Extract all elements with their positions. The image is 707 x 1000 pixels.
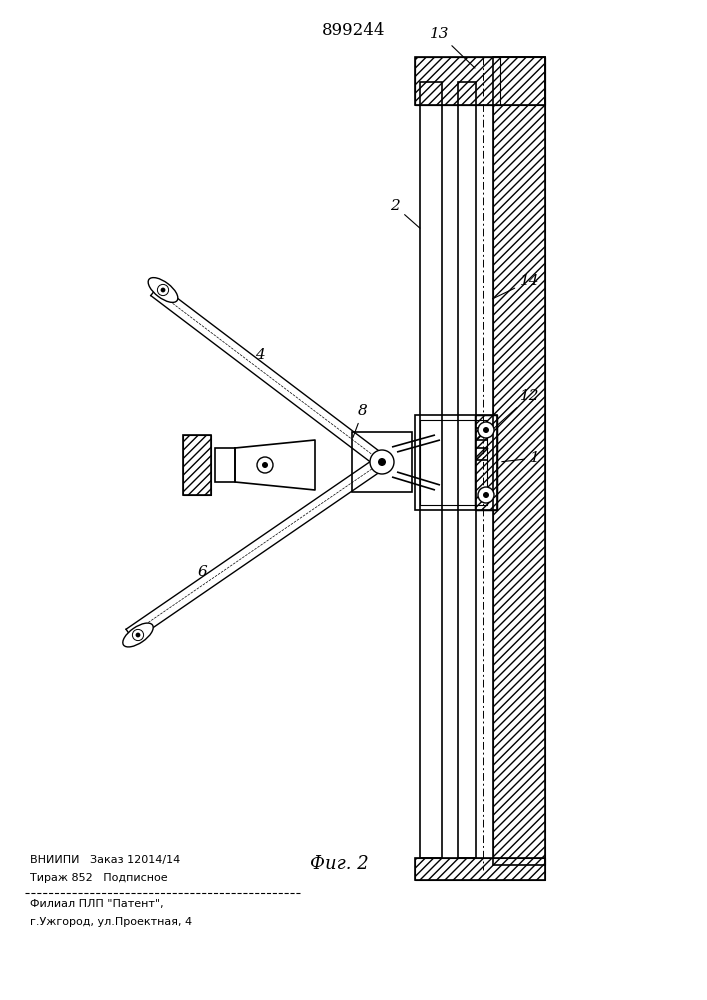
Text: 6: 6 [198,565,208,579]
Circle shape [478,422,494,438]
Ellipse shape [123,623,153,647]
Ellipse shape [148,278,178,302]
Text: 8: 8 [353,404,368,437]
Text: 4: 4 [255,348,264,362]
Text: г.Ужгород, ул.Проектная, 4: г.Ужгород, ул.Проектная, 4 [30,917,192,927]
Circle shape [483,492,489,498]
Text: 1: 1 [502,451,539,465]
Text: 2: 2 [390,199,420,228]
Circle shape [257,457,273,473]
Bar [415,57,545,105]
Bar [415,57,545,105]
Circle shape [370,450,394,474]
Bar [475,415,497,510]
Circle shape [378,458,386,466]
Bar [415,415,497,510]
Bar [415,858,545,880]
Bar [493,57,545,865]
Bar [420,82,442,858]
Circle shape [132,629,144,641]
Bar [493,57,545,865]
Circle shape [158,284,168,296]
Text: 899244: 899244 [322,22,385,39]
Bar [475,415,497,510]
Circle shape [160,288,165,292]
Bar [458,82,476,858]
Polygon shape [235,440,315,490]
Bar [415,57,500,105]
Bar [183,435,211,495]
Text: ВНИИПИ   Заказ 12014/14: ВНИИПИ Заказ 12014/14 [30,855,180,865]
Circle shape [262,462,268,468]
Circle shape [483,427,489,433]
Text: 14: 14 [493,274,539,299]
Bar [415,858,545,880]
Text: Филиал ПЛП "Патент",: Филиал ПЛП "Патент", [30,899,163,909]
Bar [215,448,235,482]
Circle shape [478,487,494,503]
Text: 12: 12 [494,389,539,428]
Text: Фиг. 2: Фиг. 2 [310,855,369,873]
Circle shape [136,633,141,637]
Bar [420,420,487,505]
Text: Тираж 852   Подписное: Тираж 852 Подписное [30,873,168,883]
Bar [352,432,412,492]
Bar [183,435,211,495]
Text: 13: 13 [430,27,475,68]
